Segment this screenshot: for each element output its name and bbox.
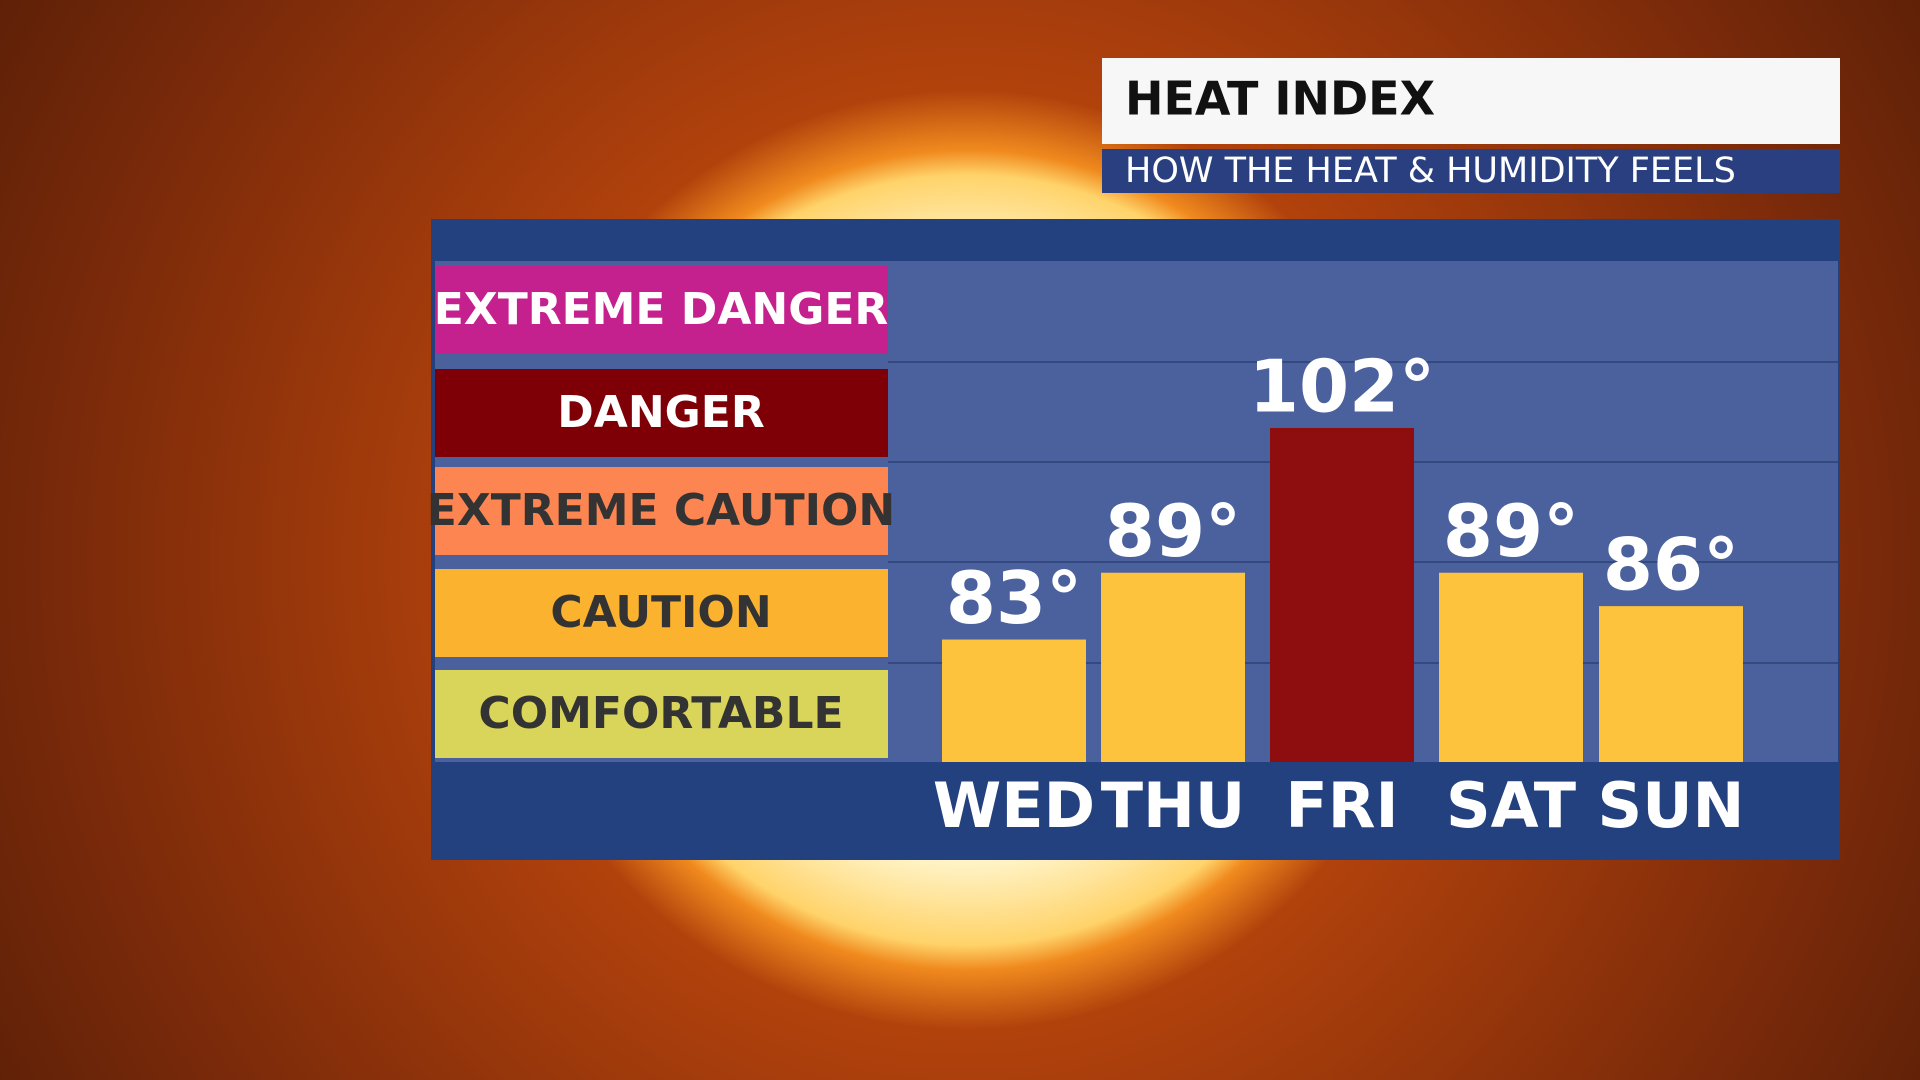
zone-label: EXTREME DANGER (434, 284, 889, 335)
bar (1439, 572, 1583, 762)
x-tick-label: THU (1101, 769, 1246, 842)
value-label: 89° (1105, 489, 1241, 573)
zone-label: EXTREME CAUTION (427, 485, 895, 536)
zone-box (435, 569, 888, 657)
zone-box (435, 266, 888, 354)
x-tick-label: WED (933, 769, 1095, 842)
bar (1599, 606, 1743, 762)
x-tick-label: FRI (1285, 769, 1398, 842)
value-label: 86° (1603, 523, 1739, 607)
title-box (1102, 58, 1840, 144)
zone-label: COMFORTABLE (478, 688, 843, 739)
zone-label: CAUTION (550, 587, 771, 638)
value-label: 83° (946, 556, 1082, 640)
value-label: 89° (1443, 489, 1579, 573)
zone-box (435, 369, 888, 457)
bar (942, 639, 1086, 762)
chart-title: HEAT INDEX (1125, 72, 1435, 126)
subtitle-box (1102, 149, 1840, 193)
chart-subtitle: HOW THE HEAT & HUMIDITY FEELS (1125, 151, 1736, 191)
zone-label: DANGER (557, 387, 764, 438)
bar (1270, 428, 1414, 762)
zone-box (435, 670, 888, 758)
bar (1101, 572, 1245, 762)
x-tick-label: SAT (1446, 769, 1576, 842)
x-tick-label: SUN (1598, 769, 1745, 842)
value-label: 102° (1249, 345, 1435, 429)
zone-box (435, 467, 888, 555)
